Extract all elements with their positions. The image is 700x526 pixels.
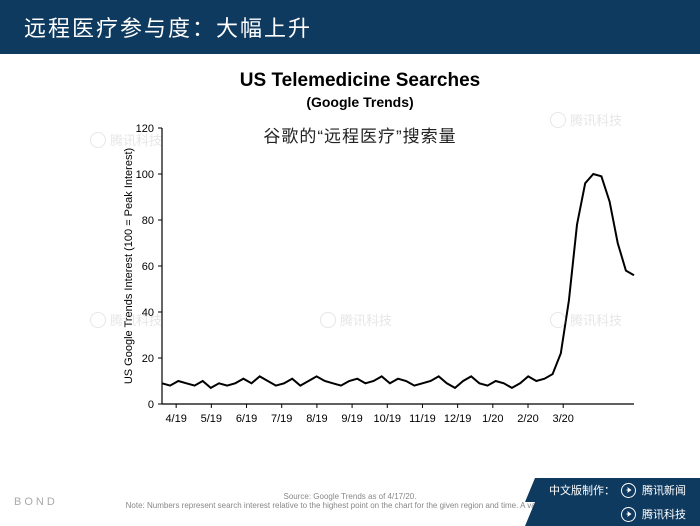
svg-text:8/19: 8/19	[306, 413, 327, 425]
svg-text:60: 60	[142, 261, 154, 273]
slide-title: 远程医疗参与度：大幅上升	[24, 11, 312, 43]
svg-text:80: 80	[142, 215, 154, 227]
svg-text:40: 40	[142, 307, 154, 319]
svg-text:US Google Trends Interest (100: US Google Trends Interest (100 = Peak In…	[123, 148, 135, 384]
credit-ribbons: 中文版制作： 腾讯新闻 腾讯科技	[525, 478, 700, 526]
svg-text:100: 100	[136, 169, 154, 181]
footer: BOND Source: Google Trends as of 4/17/20…	[0, 486, 700, 526]
svg-text:9/19: 9/19	[341, 413, 362, 425]
tencent-icon	[621, 483, 636, 498]
chart-title: US Telemedicine Searches	[60, 70, 660, 92]
svg-text:7/19: 7/19	[271, 413, 292, 425]
svg-text:1/20: 1/20	[482, 413, 503, 425]
svg-text:5/19: 5/19	[201, 413, 222, 425]
svg-text:10/19: 10/19	[374, 413, 402, 425]
svg-text:20: 20	[142, 353, 154, 365]
svg-text:4/19: 4/19	[165, 413, 186, 425]
svg-text:6/19: 6/19	[236, 413, 257, 425]
svg-text:3/20: 3/20	[552, 413, 573, 425]
ribbon-brand: 腾讯科技	[642, 506, 686, 522]
chart-subtitle: (Google Trends)	[60, 94, 660, 110]
credit-ribbon-tech: 腾讯科技	[525, 502, 700, 526]
svg-text:11/19: 11/19	[409, 413, 436, 425]
ribbon-brand: 腾讯新闻	[642, 482, 686, 498]
ribbon-prefix: 中文版制作：	[549, 482, 615, 498]
svg-text:2/20: 2/20	[517, 413, 538, 425]
tencent-icon	[621, 507, 636, 522]
svg-text:12/19: 12/19	[444, 413, 472, 425]
svg-text:120: 120	[136, 123, 154, 135]
svg-text:0: 0	[148, 399, 154, 411]
slide-header: 远程医疗参与度：大幅上升	[0, 0, 700, 54]
chart-area: US Telemedicine Searches (Google Trends)…	[60, 70, 660, 470]
line-chart: 0 20 40 60 80 100 120 4/19 5/19 6/19 7/19 8/19 9/19…	[120, 120, 640, 440]
credit-ribbon-news: 中文版制作： 腾讯新闻	[525, 478, 700, 502]
